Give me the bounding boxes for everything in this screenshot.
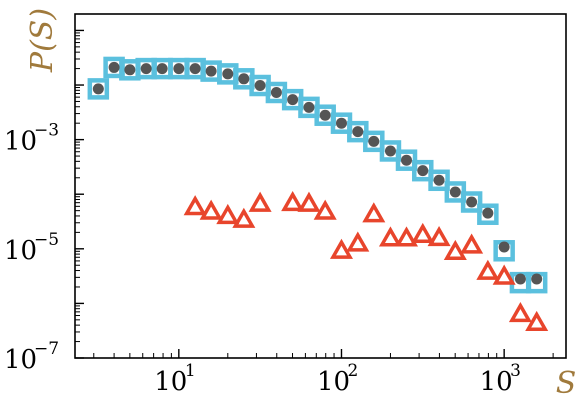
data-point-square <box>87 78 110 100</box>
data-point-circle <box>449 186 461 198</box>
y-tick-label: 10 <box>4 127 37 157</box>
data-point-square <box>477 203 499 225</box>
data-point-triangle <box>427 225 451 247</box>
data-point-triangle <box>313 199 337 220</box>
data-point-circle <box>140 63 152 75</box>
data-point-circle <box>319 109 331 121</box>
data-point-circle <box>108 61 120 73</box>
x-axis-label: S <box>556 366 577 401</box>
data-point-triangle <box>346 231 370 252</box>
data-point-triangle <box>216 203 240 225</box>
data-point-circle <box>124 64 136 76</box>
data-point-circle <box>270 86 282 98</box>
y-tick-exponent: −5 <box>34 230 59 250</box>
data-point-triangle <box>362 202 386 223</box>
series-triangle-outline <box>183 190 549 331</box>
data-point-circle <box>156 63 168 75</box>
data-point-circle <box>287 94 299 106</box>
plot-frame <box>74 13 567 359</box>
data-point-circle <box>205 65 217 77</box>
x-tick-exponent: 1 <box>185 361 196 381</box>
data-point-circle <box>352 126 364 138</box>
data-point-circle <box>514 273 526 285</box>
data-point-triangle <box>183 195 207 216</box>
data-point-triangle <box>297 191 321 212</box>
data-point-triangle <box>394 226 419 247</box>
data-point-triangle <box>248 191 272 212</box>
data-point-square <box>428 169 450 192</box>
data-series <box>87 56 549 331</box>
data-point-circle <box>238 73 250 85</box>
data-point-circle <box>384 145 396 157</box>
data-point-triangle <box>508 301 532 323</box>
data-point-triangle <box>281 190 305 212</box>
data-point-circle <box>466 196 478 208</box>
data-point-triangle <box>411 222 435 244</box>
data-point-triangle <box>378 226 402 247</box>
data-point-triangle <box>492 264 516 285</box>
y-tick-exponent: −3 <box>34 121 59 141</box>
x-tick-exponent: 3 <box>510 361 521 381</box>
data-point-triangle <box>460 233 484 254</box>
data-point-circle <box>531 273 543 285</box>
data-point-circle <box>173 63 185 75</box>
y-tick-exponent: −7 <box>34 339 59 359</box>
data-point-triangle <box>199 199 223 220</box>
data-point-circle <box>368 135 380 147</box>
data-point-circle <box>222 68 234 80</box>
y-tick-label: 10 <box>4 236 37 266</box>
data-point-square <box>460 191 483 213</box>
data-point-circle <box>498 241 510 253</box>
data-point-triangle <box>443 239 467 260</box>
series-circle <box>92 61 543 285</box>
data-point-circle <box>401 154 413 166</box>
data-point-triangle <box>232 207 256 228</box>
data-point-triangle <box>525 310 549 331</box>
data-point-circle <box>189 63 201 75</box>
data-point-circle <box>335 117 347 129</box>
data-point-circle <box>303 101 315 113</box>
data-point-triangle <box>476 259 500 280</box>
x-tick-label: 10 <box>154 367 187 397</box>
y-axis-label: P(S) <box>25 8 60 73</box>
x-tick-label: 10 <box>480 367 513 397</box>
data-point-circle <box>417 165 429 177</box>
data-point-circle <box>92 83 104 95</box>
x-tick-label: 10 <box>317 367 350 397</box>
data-point-triangle <box>329 238 354 259</box>
series-square-outline <box>87 56 548 294</box>
y-tick-label: 10 <box>4 345 37 375</box>
data-point-circle <box>254 80 266 92</box>
x-tick-exponent: 2 <box>347 361 358 381</box>
data-point-circle <box>433 174 445 186</box>
data-point-circle <box>482 207 494 219</box>
